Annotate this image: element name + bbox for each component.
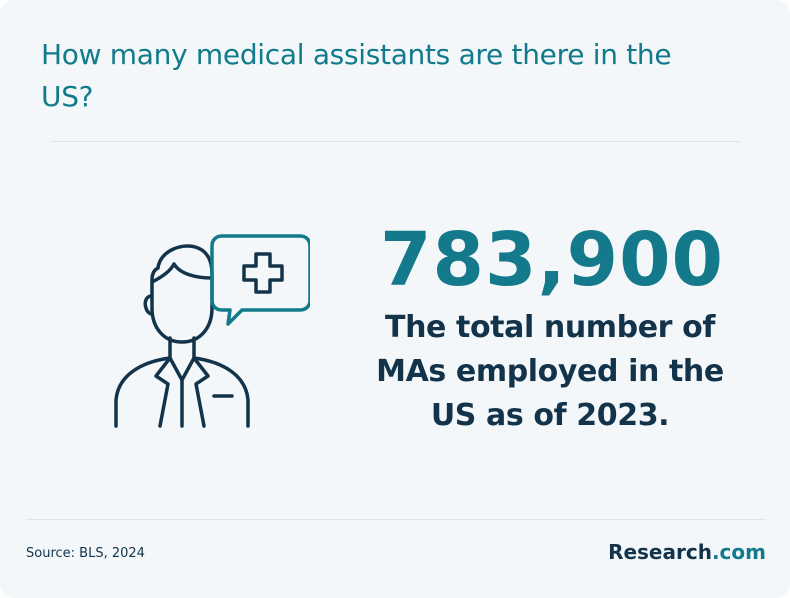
- plus-icon: [242, 252, 284, 294]
- brand-name: Research: [608, 540, 712, 564]
- stat-value: 783,900: [380, 217, 725, 303]
- bottom-divider: [26, 519, 766, 520]
- top-divider: [50, 141, 740, 142]
- page-title: How many medical assistants are there in…: [41, 38, 672, 113]
- person-icon: [114, 244, 250, 428]
- speech-bubble-icon: [210, 234, 310, 326]
- stat-caption: The total number of MAs employed in the …: [376, 310, 724, 433]
- brand-logo: Research.com: [608, 539, 766, 565]
- brand-suffix: .com: [711, 540, 766, 564]
- source-note: Source: BLS, 2024: [26, 546, 145, 561]
- medical-assistant-icon: [114, 234, 310, 428]
